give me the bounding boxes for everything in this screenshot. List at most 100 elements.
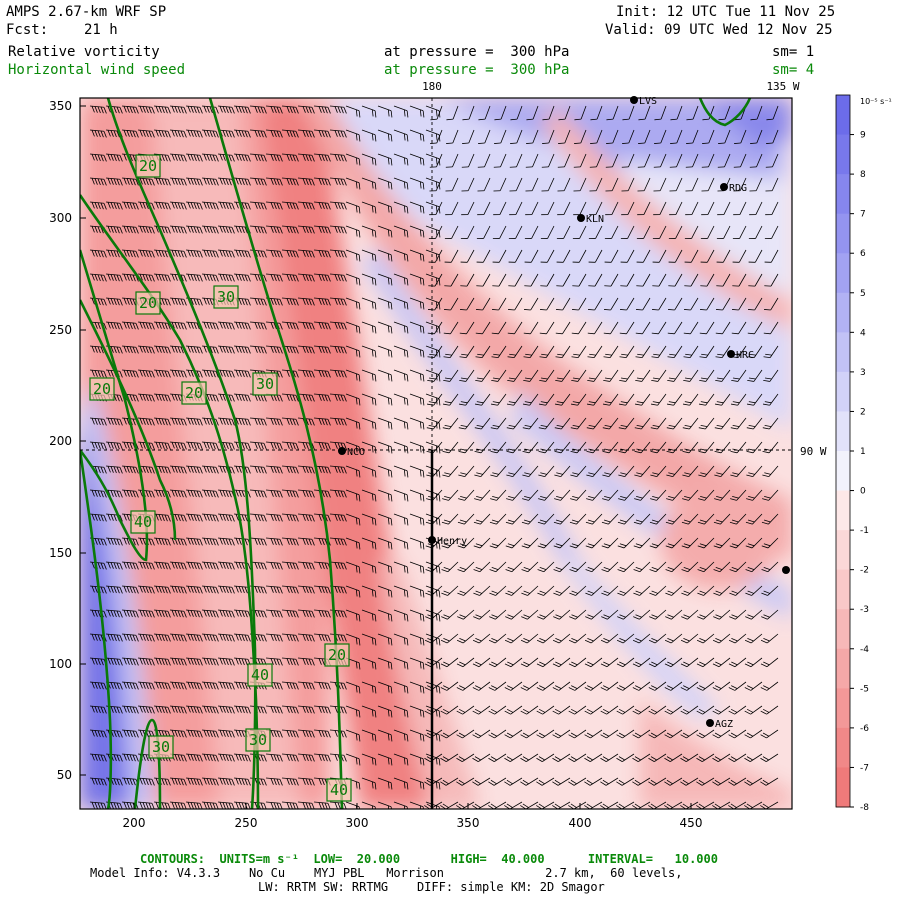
- lon-label-180: 180: [422, 80, 442, 93]
- colorbar-label: -1: [860, 526, 869, 536]
- station-label: KLN: [586, 214, 604, 225]
- station-marker: [706, 719, 714, 727]
- contour-label: 30: [152, 738, 170, 756]
- contour-label: 40: [134, 513, 152, 531]
- colorbar-label: 5: [860, 289, 866, 299]
- contour-label: 30: [249, 731, 267, 749]
- init-time: Init: 12 UTC Tue 11 Nov 25: [616, 4, 836, 20]
- x-tick-label: 300: [346, 816, 369, 830]
- contour-label: 20: [185, 384, 203, 402]
- colorbar-swatch: [836, 174, 850, 215]
- field1-smoothing: sm= 1: [772, 44, 815, 60]
- model-title: AMPS 2.67-km WRF SP: [6, 4, 167, 20]
- x-axis: 200 250 300 350 400 450: [123, 803, 702, 830]
- colorbar-swatch: [836, 213, 850, 254]
- contour-label-box: [89, 377, 115, 401]
- y-tick-label: 250: [49, 323, 72, 337]
- colorbar-swatch: [836, 688, 850, 729]
- contour-label-box: [326, 778, 352, 802]
- colorbar-label: -8: [860, 803, 869, 813]
- valid-time: Valid: 09 UTC Wed 12 Nov 25: [605, 22, 833, 38]
- x-tick-label: 200: [123, 816, 146, 830]
- colorbar-label: -2: [860, 566, 869, 576]
- colorbar-swatch: [836, 411, 850, 452]
- x-tick-label: 400: [569, 816, 592, 830]
- colorbar-label: 2: [860, 407, 866, 417]
- contour-label-box: [148, 735, 174, 759]
- contour-label-box: [213, 285, 239, 309]
- forecast-hour: 21 h: [84, 22, 118, 38]
- colorbar-swatch: [836, 530, 850, 571]
- contour-label: 40: [330, 781, 348, 799]
- colorbar-swatch: [836, 134, 850, 175]
- colorbar-label: 9: [860, 131, 866, 141]
- field2-level: at pressure = 300 hPa: [384, 62, 570, 78]
- contour-label-box: [245, 728, 271, 752]
- colorbar-label: 7: [860, 210, 866, 220]
- y-tick-label: 50: [57, 768, 72, 782]
- colorbar-label: -6: [860, 724, 869, 734]
- station-label: NCO: [347, 447, 365, 458]
- colorbar-label: 1: [860, 447, 866, 457]
- colorbar-label: -4: [860, 645, 869, 655]
- colorbar-swatch: [836, 451, 850, 492]
- plot-frame: [79, 97, 793, 810]
- colorbar-swatch: [836, 292, 850, 333]
- contour-info: CONTOURS: UNITS=m s⁻¹ LOW= 20.000 HIGH= …: [140, 852, 718, 866]
- y-tick-label: 350: [49, 99, 72, 113]
- x-tick-label: 250: [235, 816, 258, 830]
- colorbar-label: 8: [860, 170, 866, 180]
- colorbar-label: 6: [860, 249, 866, 259]
- contour-label: 30: [256, 375, 274, 393]
- station-marker: [577, 214, 585, 222]
- colorbar-label: -3: [860, 605, 869, 615]
- lon-label-135w: 135 W: [766, 80, 799, 93]
- field2-smoothing: sm= 4: [772, 62, 815, 78]
- colorbar-swatch: [836, 371, 850, 412]
- colorbar-swatch: [836, 253, 850, 294]
- y-axis: 350 300 250 200 150 100 50: [49, 99, 86, 782]
- vorticity-field: [80, 98, 792, 809]
- contour-label: 20: [328, 646, 346, 664]
- y-tick-label: 100: [49, 657, 72, 671]
- contour-label: 20: [139, 157, 157, 175]
- field1-name: Relative vorticity: [8, 44, 160, 60]
- colorbar-label: 3: [860, 368, 866, 378]
- contour-label-box: [135, 291, 161, 315]
- contour-label-box: [181, 381, 207, 405]
- physics-info: LW: RRTM SW: RRTMG DIFF: simple KM: 2D S…: [258, 880, 605, 894]
- colorbar-unit: 10⁻⁵ s⁻¹: [860, 97, 892, 106]
- forecast-label: Fcst:: [6, 22, 49, 38]
- station-marker: [428, 536, 436, 544]
- field2-name: Horizontal wind speed: [8, 62, 186, 78]
- colorbar-swatch: [836, 609, 850, 650]
- colorbar: 9 8 7 6 5 4 3 2 1 0 -1 -2 -3 -4 -5 -6 -7 -8: [835, 94, 869, 813]
- lon-label-90w: 90 W: [800, 445, 827, 458]
- y-tick-label: 150: [49, 546, 72, 560]
- colorbar-swatch: [836, 727, 850, 768]
- contour-label-box: [135, 154, 161, 178]
- y-tick-label: 300: [49, 211, 72, 225]
- contour-label-box: [324, 643, 350, 667]
- station-label: LVS: [639, 96, 657, 107]
- station-label: Henry: [437, 536, 467, 547]
- wind-barbs: [89, 105, 779, 809]
- station-marker: [338, 447, 346, 455]
- x-tick-label: 350: [457, 816, 480, 830]
- station-marker: [727, 350, 735, 358]
- contour-label: 20: [93, 380, 111, 398]
- colorbar-swatch: [836, 332, 850, 373]
- graticule: [80, 98, 792, 451]
- station-marker: [630, 96, 638, 104]
- station-marker: [782, 566, 790, 574]
- contour-labels: 20 20 30 20 30 20 40 40 30 20 30 40: [89, 154, 352, 802]
- colorbar-label: -5: [860, 684, 869, 694]
- colorbar-swatch: [836, 95, 850, 136]
- station-label: RDG: [729, 183, 747, 194]
- y-tick-label: 200: [49, 434, 72, 448]
- field1-level: at pressure = 300 hPa: [384, 44, 570, 60]
- contour-label: 20: [139, 294, 157, 312]
- contour-label: 40: [251, 666, 269, 684]
- colorbar-swatch: [836, 490, 850, 531]
